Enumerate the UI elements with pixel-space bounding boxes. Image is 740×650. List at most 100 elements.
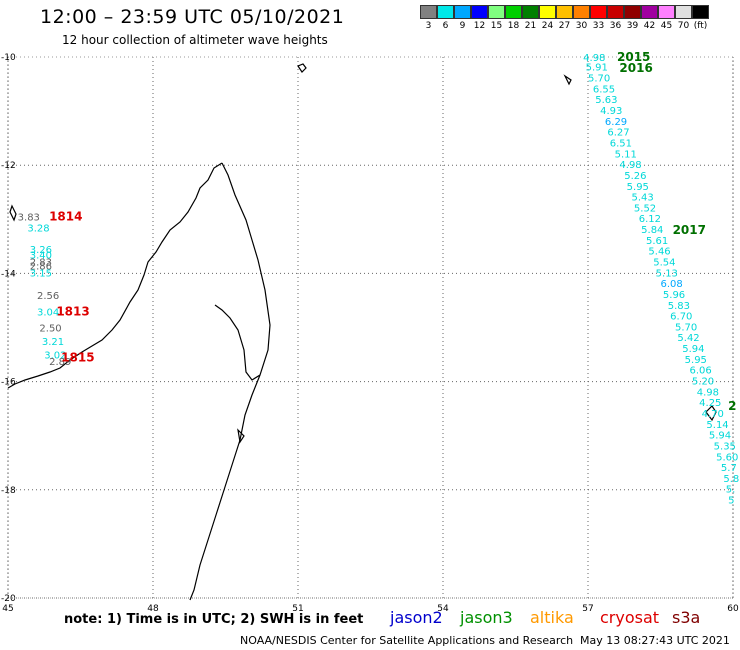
- color-scale-label: 3: [425, 21, 432, 31]
- madagascar-coastline: [7, 162, 271, 601]
- swh-value: 5.8: [723, 474, 739, 485]
- swh-value: 4.98: [697, 387, 719, 398]
- swh-value: 6.27: [607, 128, 629, 139]
- color-swatch: [454, 5, 471, 19]
- swh-value: 5.91: [586, 63, 608, 74]
- swh-value: 6.70: [670, 312, 692, 323]
- swh-value: 5.95: [627, 182, 649, 193]
- swh-value: 3.83: [18, 213, 40, 224]
- swh-value: 5.83: [668, 301, 690, 312]
- swh-value: 4.98: [583, 53, 605, 64]
- color-scale-label: 27: [558, 21, 571, 31]
- swh-value: 5.42: [677, 333, 699, 344]
- map-grid: 45 48 51 54 57 60 -10 -12 -14 -16 -18 -20: [1, 53, 739, 614]
- swh-value: 3.04: [37, 307, 59, 318]
- swh-value: 6.08: [661, 279, 683, 290]
- color-scale-label: 24: [541, 21, 554, 31]
- color-scale-label: 12: [473, 21, 486, 31]
- swh-value: 5.94: [682, 344, 704, 355]
- color-swatch: [641, 5, 658, 19]
- color-swatch: [488, 5, 505, 19]
- coastline: [7, 63, 717, 601]
- swh-value: 5.54: [653, 257, 675, 268]
- swh-value: 2.56: [37, 291, 59, 302]
- color-scale-label: 6: [442, 21, 449, 31]
- y-tick-label: -18: [1, 486, 16, 496]
- swh-value: 6.12: [639, 214, 661, 225]
- swh-value: 6.55: [593, 84, 615, 95]
- swh-value: 3.28: [27, 223, 49, 234]
- color-scale-label: 18: [507, 21, 520, 31]
- color-scale-label: 33: [592, 21, 605, 31]
- satellite-legend-altika: altika: [530, 608, 574, 627]
- swh-value: 5.13: [656, 268, 678, 279]
- track-label: 2016: [619, 61, 652, 75]
- color-swatch: [505, 5, 522, 19]
- y-tick-label: -20: [1, 594, 16, 604]
- track-label: 2015: [617, 50, 650, 64]
- color-swatch: [675, 5, 692, 19]
- island: [237, 428, 245, 444]
- color-swatch: [420, 5, 437, 19]
- color-swatch: [437, 5, 454, 19]
- swh-value: 2.89: [49, 357, 71, 368]
- swh-value: 6.06: [690, 366, 712, 377]
- swh-value: 5.20: [692, 377, 714, 388]
- x-tick-label: 60: [727, 604, 739, 614]
- map-subtitle: 12 hour collection of altimeter wave hei…: [62, 33, 328, 47]
- swh-value: 5: [728, 496, 734, 507]
- swh-value: 6.29: [605, 117, 627, 128]
- swh-value: 3.40: [30, 250, 52, 261]
- swh-value: 5.: [726, 485, 736, 496]
- satellite-legend-jason2: jason2: [390, 608, 443, 627]
- color-swatch: [556, 5, 573, 19]
- color-swatch: [539, 5, 556, 19]
- color-scale-label: 42: [643, 21, 656, 31]
- x-tick-label: 51: [292, 604, 303, 614]
- swh-value: 5.96: [663, 290, 685, 301]
- swh-value: 5.11: [615, 149, 637, 160]
- color-swatch: [590, 5, 607, 19]
- track-label: 2: [728, 399, 736, 413]
- swh-value: 5.46: [648, 247, 670, 258]
- color-scale-legend: 3 6 9 12 15 18 21 24 27 30 33 36 39 42 45 70 (ft): [420, 5, 709, 31]
- color-scale-label: 21: [524, 21, 537, 31]
- swh-value: 5.61: [646, 236, 668, 247]
- color-scale-label: 70: [677, 21, 690, 31]
- island: [705, 405, 717, 422]
- swh-value: 5.52: [634, 203, 656, 214]
- swh-values: 4.985.915.706.555.634.936.296.276.515.11…: [18, 53, 740, 507]
- color-scale-label: 15: [490, 21, 503, 31]
- color-scale-label: 36: [609, 21, 622, 31]
- track-label: 1815: [61, 350, 94, 364]
- map-frame: [7, 56, 734, 599]
- color-swatch: [607, 5, 624, 19]
- y-tick-label: -12: [1, 161, 16, 171]
- swh-value: 2.83: [30, 257, 52, 268]
- satellite-legend-s3a: s3a: [672, 608, 701, 627]
- satellite-legend-cryosat: cryosat: [600, 608, 660, 627]
- swh-value: 5.63: [595, 95, 617, 106]
- color-scale-labels: 3 6 9 12 15 18 21 24 27 30 33 36 39 42 45 70 (ft): [420, 21, 709, 31]
- island: [563, 74, 572, 86]
- swh-value: 3.21: [42, 337, 64, 348]
- track-label: 1813: [56, 304, 89, 318]
- swh-value: 4.25: [699, 398, 721, 409]
- swh-value: 5.26: [624, 171, 646, 182]
- swh-value: 4.98: [619, 160, 641, 171]
- swh-value: 5.35: [714, 441, 736, 452]
- color-scale-label: 30: [575, 21, 588, 31]
- color-swatch: [624, 5, 641, 19]
- x-tick-label: 48: [147, 604, 159, 614]
- x-tick-label: 54: [437, 604, 449, 614]
- track-label: 2017: [673, 223, 706, 237]
- swh-value: 5.14: [706, 420, 728, 431]
- color-scale-swatches: [420, 5, 709, 19]
- x-tick-label: 45: [2, 604, 13, 614]
- swh-value: 5.94: [709, 431, 731, 442]
- color-scale-label: 39: [626, 21, 639, 31]
- color-scale-label: 9: [459, 21, 466, 31]
- x-tick-label: 57: [582, 604, 593, 614]
